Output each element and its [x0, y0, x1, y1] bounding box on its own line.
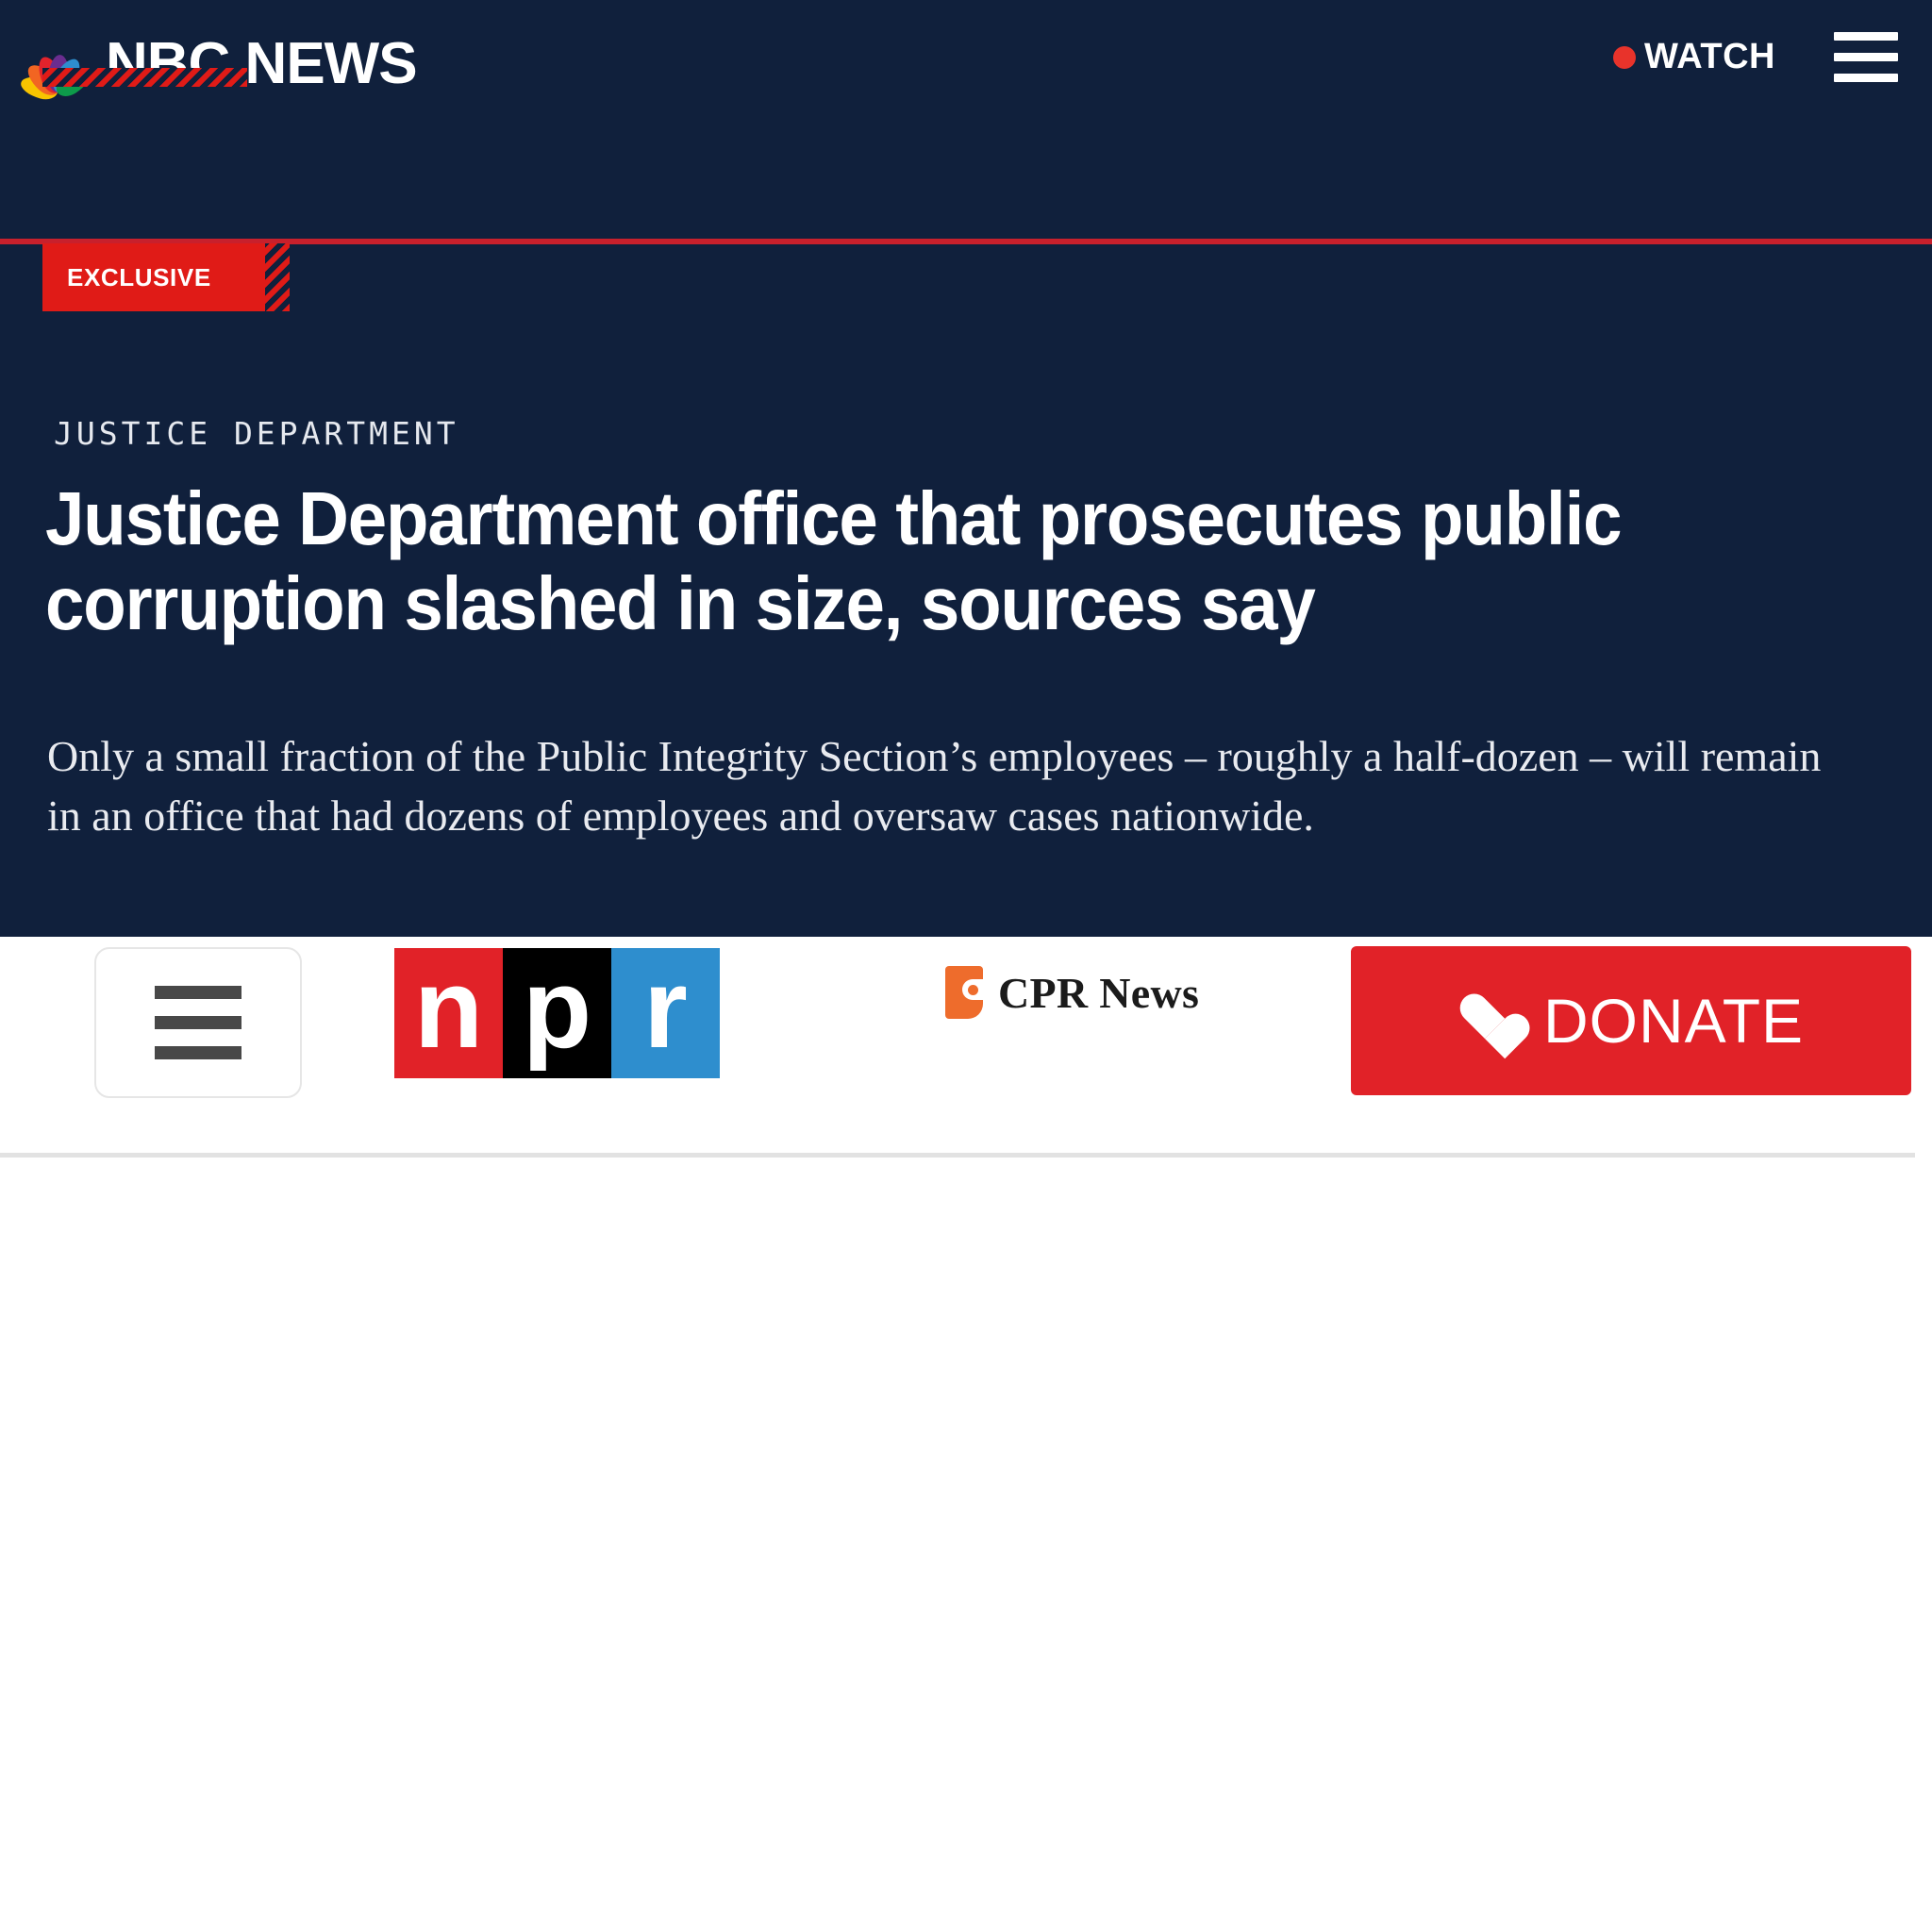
nbc-news-logo[interactable]: NBC NEWS — [13, 30, 418, 103]
live-dot-icon — [1613, 45, 1636, 69]
npr-logo-letter-p: p — [503, 948, 611, 1078]
nbc-peacock-icon — [13, 30, 95, 103]
npr-hamburger-bar — [155, 1016, 242, 1029]
exclusive-badge-wrap: EXCLUSIVE — [42, 243, 290, 328]
heart-icon — [1458, 995, 1513, 1046]
exclusive-label: EXCLUSIVE — [67, 262, 211, 291]
badge-hatch-bottom — [42, 68, 247, 87]
watch-label: WATCH — [1644, 37, 1775, 76]
badge-hatch-right — [265, 243, 290, 311]
nbc-hamburger-menu-icon[interactable] — [1834, 32, 1898, 82]
nbc-kicker[interactable]: JUSTICE DEPARTMENT — [54, 415, 459, 452]
npr-hamburger-bar — [155, 986, 242, 999]
watch-button[interactable]: WATCH — [1613, 37, 1775, 77]
donate-label: DONATE — [1542, 986, 1805, 1056]
npr-logo-letter-n: n — [394, 948, 503, 1078]
exclusive-badge: EXCLUSIVE — [42, 243, 265, 311]
npr-menu-button[interactable] — [94, 947, 302, 1098]
npr-article: NATIONAL How ICE grew to be the highest-… — [0, 1158, 1932, 1932]
npr-logo-letter-r: r — [611, 948, 720, 1078]
station-link-cpr-news[interactable]: CPR News — [945, 966, 1199, 1019]
red-accent-rule — [0, 239, 1932, 244]
nbc-site-header: NBC NEWS WATCH — [0, 0, 1932, 175]
station-name: CPR News — [998, 968, 1200, 1017]
donate-button[interactable]: DONATE — [1351, 946, 1911, 1095]
nbc-headline[interactable]: Justice Department office that prosecute… — [45, 476, 1623, 645]
header-divider — [0, 1153, 1915, 1158]
npr-logo[interactable]: n p r — [394, 948, 720, 1078]
npr-hamburger-bar — [155, 1046, 242, 1059]
nbc-dek: Only a small fraction of the Public Inte… — [47, 732, 1822, 841]
nbc-header-actions: WATCH — [1613, 32, 1898, 82]
nbc-news-panel: NBC NEWS WATCH EXCLUSIVE JUSTICE DEPARTM… — [0, 0, 1932, 937]
cpr-logo-icon — [945, 966, 983, 1019]
